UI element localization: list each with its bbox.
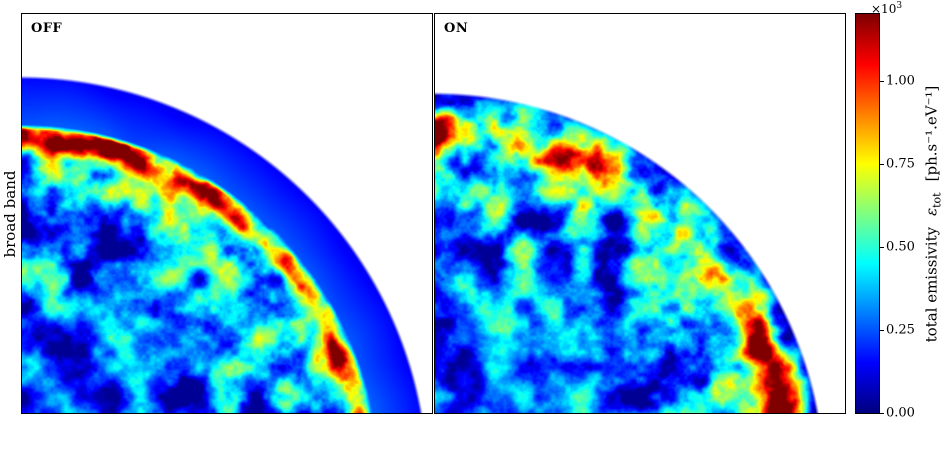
colorbar-axis-label-units: [ph.s⁻¹.eV⁻¹]	[922, 85, 941, 182]
colorbar	[855, 13, 880, 414]
colorbar-tick-label: 0.25	[886, 322, 915, 338]
panel-on-label: ON	[444, 21, 469, 36]
colorbar-tick-label: 1.00	[886, 73, 915, 88]
y-axis-label: broad band	[1, 170, 19, 258]
colorbar-multiplier: ×103	[871, 1, 902, 16]
colorbar-tick-label: 0.75	[886, 156, 915, 172]
colorbar-axis-label-text: total emissivity	[922, 226, 941, 343]
colorbar-tick	[880, 80, 884, 82]
colorbar-tick-label: 0.50	[886, 239, 915, 255]
colorbar-tick	[880, 246, 884, 248]
colorbar-tick	[880, 329, 884, 331]
colorbar-tick	[880, 413, 884, 414]
colorbar-multiplier-base: ×10	[871, 2, 897, 16]
panel-off-heatmap	[22, 14, 432, 413]
colorbar-multiplier-exponent: 3	[896, 1, 903, 11]
colorbar-axis-label: total emissivity εtot [ph.s⁻¹.eV⁻¹]	[923, 86, 944, 343]
panel-off-label: OFF	[31, 21, 63, 36]
panel-off: OFF	[21, 13, 433, 414]
panel-on-heatmap	[435, 14, 845, 413]
colorbar-tick	[880, 163, 884, 165]
panel-on: ON	[434, 13, 846, 414]
colorbar-tick-label: 0.00	[886, 405, 915, 421]
colorbar-axis-label-symbol: εtot	[922, 192, 944, 216]
colorbar-gradient	[856, 14, 879, 413]
